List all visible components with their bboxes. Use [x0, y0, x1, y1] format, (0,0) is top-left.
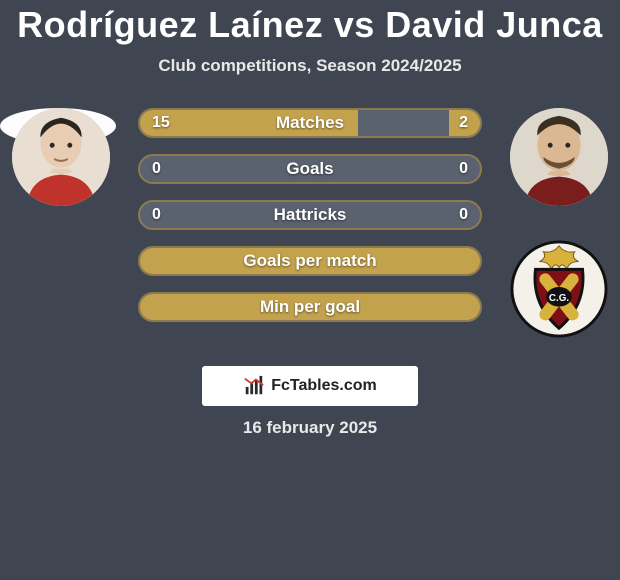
stat-bar-label: Min per goal [140, 294, 480, 320]
stat-bar-value-left: 0 [152, 156, 161, 182]
attribution-badge: FcTables.com [202, 366, 418, 406]
club-badge-icon: C.G. [510, 240, 608, 338]
page-subtitle: Club competitions, Season 2024/2025 [0, 56, 620, 76]
stat-bar-value-left: 15 [152, 110, 170, 136]
generated-date: 16 february 2025 [0, 418, 620, 438]
stat-bars: Matches152Goals00Hattricks00Goals per ma… [138, 108, 482, 338]
comparison-chart: C.G. Matches152Goals00Hattricks00Goals p… [0, 108, 620, 358]
player-right-avatar [510, 108, 608, 206]
stat-bar-value-right: 0 [459, 156, 468, 182]
stat-bar: Goals0 0 [138, 154, 482, 184]
stat-bar-label: Matches [140, 110, 480, 136]
stat-bar-label: Goals [140, 156, 480, 182]
svg-text:C.G.: C.G. [549, 293, 569, 304]
stat-bar-value-right: 0 [459, 202, 468, 228]
page-title: Rodríguez Laínez vs David Junca [0, 0, 620, 46]
player-left-avatar [12, 108, 110, 206]
stat-bar: Min per goal [138, 292, 482, 322]
stat-bar: Goals per match [138, 246, 482, 276]
stat-bar-label: Goals per match [140, 248, 480, 274]
stat-bar: Hattricks0 0 [138, 200, 482, 230]
bar-chart-icon [243, 375, 265, 397]
attribution-text: FcTables.com [271, 377, 377, 395]
stat-bar-label: Hattricks [140, 202, 480, 228]
person-icon [510, 108, 608, 206]
player-right-club-logo: C.G. [510, 240, 608, 338]
person-icon [12, 108, 110, 206]
stat-bar: Matches15 2 [138, 108, 482, 138]
stat-bar-value-left: 0 [152, 202, 161, 228]
stat-bar-value-right: 2 [459, 110, 468, 136]
